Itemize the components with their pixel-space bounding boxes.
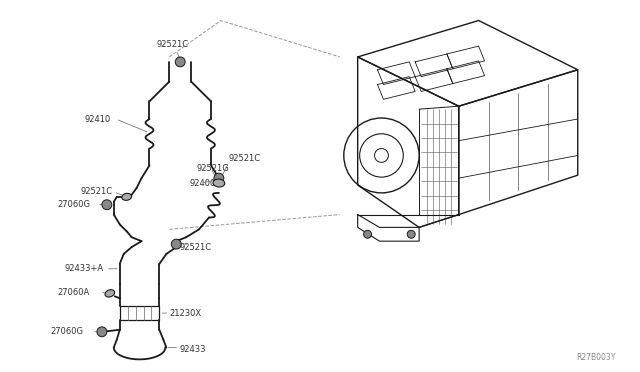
Ellipse shape: [213, 179, 225, 187]
Circle shape: [407, 230, 415, 238]
Circle shape: [175, 57, 185, 67]
Text: 92521G: 92521G: [196, 164, 229, 173]
Text: 27060A: 27060A: [58, 288, 90, 297]
Circle shape: [172, 239, 181, 249]
Circle shape: [97, 327, 107, 337]
Text: 27060G: 27060G: [58, 200, 90, 209]
Text: 92433: 92433: [179, 345, 205, 354]
Text: 92433+A: 92433+A: [64, 264, 104, 273]
Text: 92521C: 92521C: [80, 187, 112, 196]
Circle shape: [102, 200, 112, 210]
Text: 92400: 92400: [189, 179, 216, 187]
Circle shape: [364, 230, 372, 238]
Text: 21230X: 21230X: [170, 308, 202, 318]
Ellipse shape: [122, 193, 132, 201]
Ellipse shape: [105, 290, 115, 297]
Text: 92521C: 92521C: [228, 154, 261, 163]
Text: 92521C: 92521C: [179, 243, 211, 251]
Circle shape: [214, 173, 224, 183]
Text: R27B003Y: R27B003Y: [576, 353, 616, 362]
Text: 27060G: 27060G: [51, 327, 83, 336]
Text: 92521C: 92521C: [156, 40, 189, 49]
Text: 92410: 92410: [84, 115, 110, 124]
